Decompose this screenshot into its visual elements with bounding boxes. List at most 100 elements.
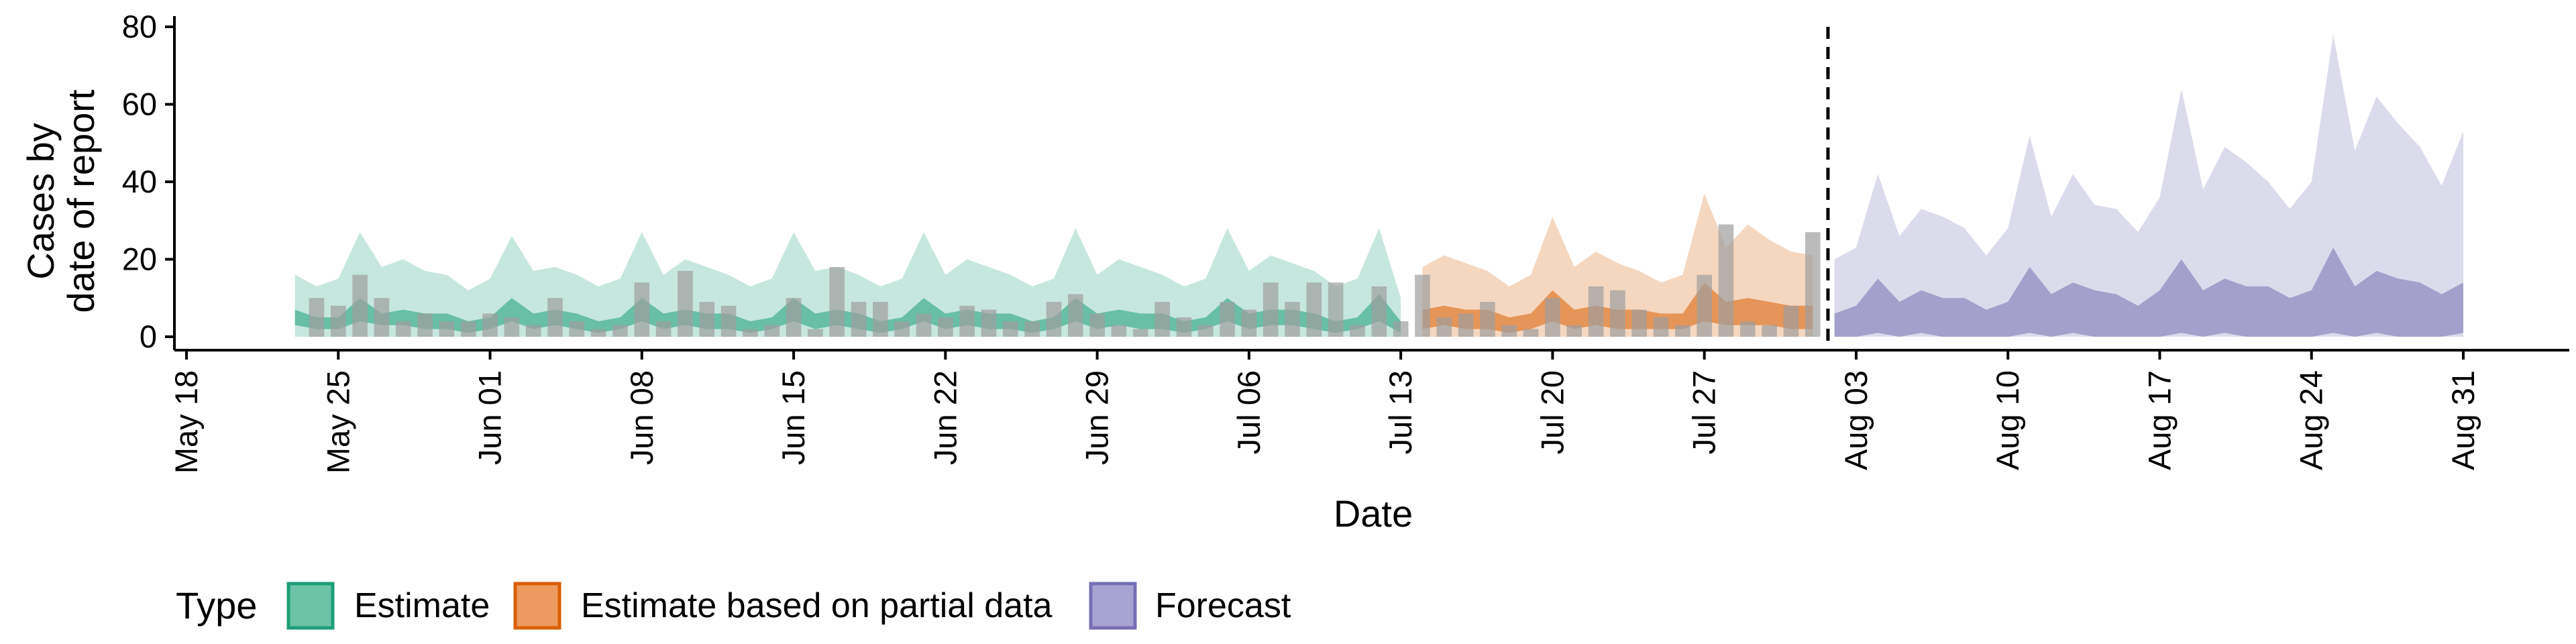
- y-tick-label: 40: [122, 164, 157, 199]
- case-bar: [461, 321, 476, 337]
- case-bar: [786, 298, 802, 337]
- x-tick-label: Jun 22: [927, 370, 963, 465]
- case-bar: [1697, 275, 1712, 337]
- case-bar: [981, 310, 997, 337]
- case-bar: [1328, 282, 1344, 337]
- case-bar: [1762, 325, 1777, 337]
- case-bar: [1177, 317, 1192, 337]
- legend-swatch-partial: [515, 584, 559, 628]
- case-bar: [1501, 325, 1517, 337]
- y-tick-label: 20: [122, 241, 157, 277]
- case-bar: [1436, 317, 1452, 337]
- case-bar: [482, 313, 498, 337]
- case-bar: [678, 271, 693, 337]
- legend-title: Type: [176, 584, 257, 627]
- case-bar: [1415, 275, 1430, 337]
- case-bar: [699, 302, 714, 337]
- case-bar: [873, 302, 888, 337]
- x-axis-title: Date: [1334, 492, 1413, 535]
- case-bar: [1480, 302, 1495, 337]
- case-bar: [1458, 313, 1474, 337]
- x-tick-label: Jun 15: [775, 370, 811, 465]
- y-tick-label: 0: [140, 319, 157, 354]
- case-bar: [851, 302, 867, 337]
- case-bar: [591, 329, 606, 337]
- case-bar: [808, 329, 823, 337]
- case-bar: [309, 298, 325, 337]
- case-bar: [504, 317, 520, 337]
- x-tick-label: May 18: [168, 370, 204, 474]
- case-bar: [1046, 302, 1062, 337]
- y-axis-title-line-2: date of report: [60, 89, 102, 313]
- case-bar: [439, 321, 455, 337]
- case-bar: [1285, 302, 1300, 337]
- case-bar: [1155, 302, 1170, 337]
- legend-label-estimate: Estimate: [354, 586, 490, 625]
- case-bar: [396, 321, 411, 337]
- case-bar: [1805, 232, 1821, 337]
- case-bar: [1523, 329, 1539, 337]
- case-bar: [743, 329, 758, 337]
- case-bar: [1068, 294, 1083, 337]
- case-bar: [938, 317, 953, 337]
- case-bar: [1566, 325, 1582, 337]
- x-tick-label: Jun 01: [472, 370, 508, 465]
- case-bar: [1654, 317, 1669, 337]
- case-bar: [916, 313, 932, 337]
- y-axis-title-line-1: Cases by: [19, 123, 62, 279]
- x-tick-label: Aug 17: [2141, 370, 2177, 470]
- case-bar: [1024, 321, 1040, 337]
- case-bar: [1263, 282, 1279, 337]
- x-tick-label: Aug 24: [2294, 370, 2329, 470]
- case-bar: [570, 321, 585, 337]
- y-tick-label: 80: [122, 9, 157, 44]
- case-bar: [1589, 286, 1604, 337]
- case-bar: [1350, 325, 1365, 337]
- case-bar: [829, 267, 845, 337]
- case-bar: [1393, 321, 1409, 337]
- case-bar: [1242, 310, 1257, 337]
- case-bar: [1003, 321, 1018, 337]
- case-bar: [634, 282, 649, 337]
- case-bar: [1545, 298, 1560, 337]
- x-tick-label: Aug 31: [2445, 370, 2481, 470]
- case-bar: [352, 275, 368, 337]
- x-tick-label: Jul 20: [1534, 370, 1570, 454]
- case-bar: [1089, 313, 1105, 337]
- legend: Type Estimate Estimate based on partial …: [176, 584, 1291, 628]
- case-bar: [1371, 286, 1387, 337]
- case-bar: [1631, 310, 1647, 337]
- case-bar: [1675, 325, 1690, 337]
- case-bar: [1307, 282, 1322, 337]
- legend-swatch-forecast: [1091, 584, 1135, 628]
- case-bar: [1112, 325, 1127, 337]
- case-bar: [656, 321, 672, 337]
- x-tick-label: Jul 06: [1231, 370, 1267, 454]
- x-tick-label: Jul 13: [1383, 370, 1418, 454]
- legend-label-forecast: Forecast: [1155, 586, 1291, 625]
- case-bar: [1220, 302, 1235, 337]
- x-tick-label: Jul 27: [1686, 370, 1722, 454]
- case-bar: [894, 321, 910, 337]
- case-bar: [1784, 306, 1799, 337]
- x-tick-label: Jun 29: [1079, 370, 1115, 465]
- case-bar: [526, 325, 541, 337]
- legend-label-partial: Estimate based on partial data: [581, 586, 1053, 625]
- case-bar: [1133, 329, 1148, 337]
- case-bar: [721, 306, 737, 337]
- case-bar: [1610, 290, 1625, 337]
- case-bar: [331, 306, 346, 337]
- case-bar: [547, 298, 563, 337]
- case-bar: [959, 306, 975, 337]
- x-tick-label: Aug 10: [1990, 370, 2025, 470]
- case-bar: [1740, 321, 1756, 337]
- case-bar: [612, 325, 628, 337]
- case-bar: [374, 298, 390, 337]
- x-tick-label: Aug 03: [1838, 370, 1874, 470]
- legend-swatch-estimate: [288, 584, 333, 628]
- case-bar: [417, 313, 433, 337]
- x-tick-label: Jun 08: [624, 370, 659, 465]
- y-tick-label: 60: [122, 87, 157, 122]
- case-bar: [1719, 225, 1734, 337]
